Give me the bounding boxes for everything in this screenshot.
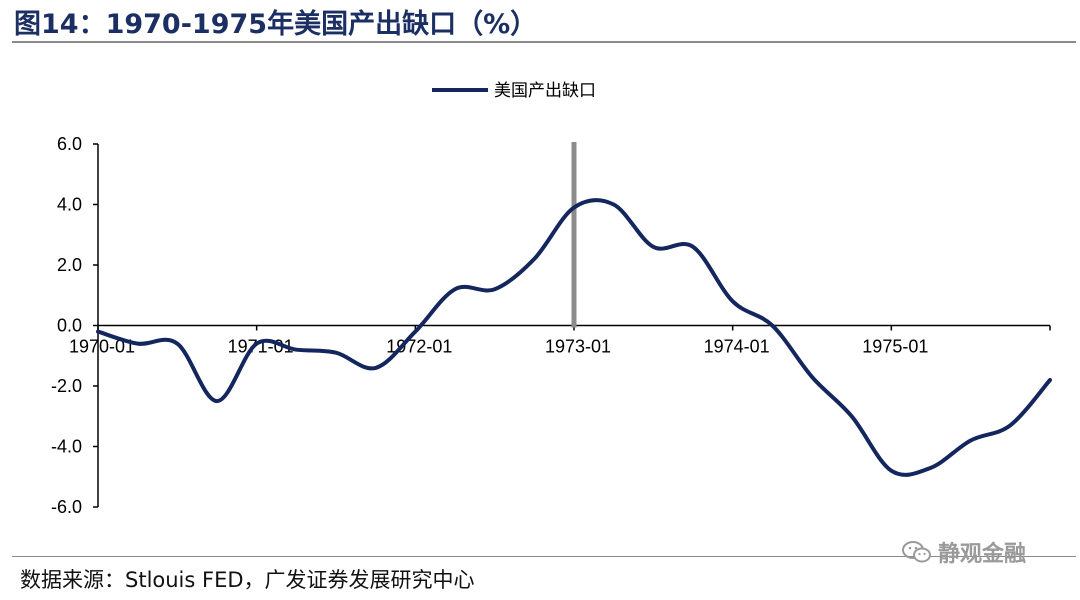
y-tick-label: -4.0: [51, 437, 82, 457]
data-point: [136, 342, 140, 346]
x-tick-label: 1973-01: [545, 337, 611, 357]
x-tick-label: 1970-01: [69, 337, 135, 357]
data-point: [1048, 378, 1052, 382]
series-line: [96, 198, 1052, 477]
data-point: [532, 257, 536, 261]
data-point: [691, 245, 695, 249]
source-note: 数据来源：Stlouis FED，广发证券发展研究中心: [20, 568, 475, 592]
y-tick-label: 6.0: [57, 134, 82, 154]
chart-series: [96, 198, 1052, 477]
line-chart: 美国产出缺口 6.0 4.0 2.0 0.0 -2.0 -4.0 -6.0 1970-01 19…: [51, 81, 1052, 517]
legend-label: 美国产出缺口: [494, 81, 596, 101]
data-point: [929, 466, 933, 470]
data-point: [294, 348, 298, 352]
data-point: [1008, 423, 1012, 427]
data-point: [453, 287, 457, 291]
y-tick-label: 4.0: [57, 195, 82, 215]
wechat-icon: [902, 541, 931, 563]
x-tick-label: 1974-01: [704, 337, 770, 357]
data-point: [770, 324, 774, 328]
data-point: [255, 342, 259, 346]
data-point: [175, 342, 179, 346]
x-tick-label: 1975-01: [862, 337, 928, 357]
data-point: [493, 287, 497, 291]
data-point: [96, 330, 100, 334]
data-point: [413, 330, 417, 334]
bottom-divider: [12, 556, 1076, 557]
data-point: [572, 206, 576, 210]
y-tick-label: 2.0: [57, 255, 82, 275]
watermark-text: 静观金融: [938, 542, 1027, 567]
data-point: [374, 366, 378, 370]
y-tick-label: 0.0: [57, 316, 82, 336]
y-tick-label: -6.0: [51, 497, 82, 517]
data-point: [810, 375, 814, 379]
watermark: 静观金融: [902, 536, 1026, 568]
data-point: [334, 351, 338, 355]
data-point: [651, 245, 655, 249]
data-point: [612, 203, 616, 207]
data-point: [731, 299, 735, 303]
top-divider: [12, 41, 1076, 43]
data-point: [969, 438, 973, 442]
data-point: [850, 414, 854, 418]
y-tick-label: -2.0: [51, 376, 82, 396]
page-title: 图14：1970-1975年美国产出缺口（%）: [14, 9, 538, 40]
data-point: [889, 469, 893, 473]
chart-legend: 美国产出缺口: [432, 81, 596, 101]
x-tick-label: 1972-01: [386, 337, 452, 357]
data-point: [215, 399, 219, 403]
